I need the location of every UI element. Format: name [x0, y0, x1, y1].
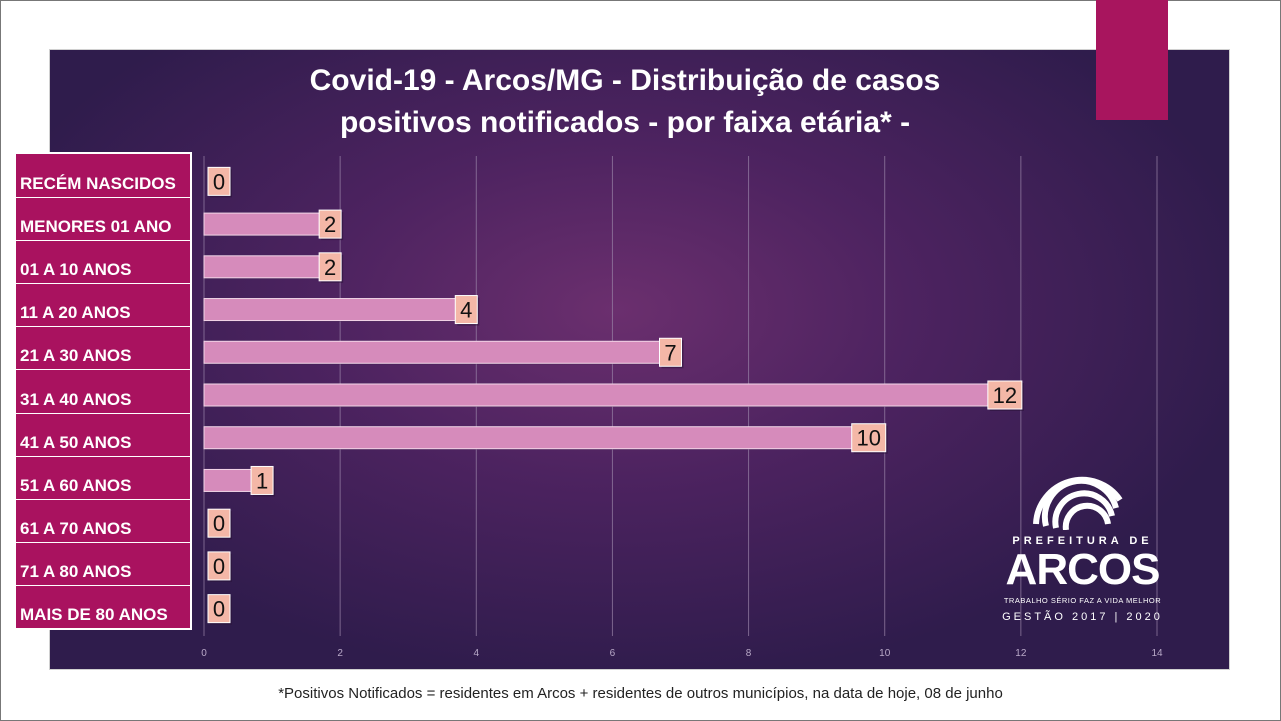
data-label: 10 [856, 426, 880, 451]
logo-arcs-icon [1033, 476, 1123, 530]
category-label: 51 A 60 ANOS [16, 455, 190, 499]
accent-tab [1096, 0, 1168, 120]
data-label: 2 [324, 255, 336, 280]
x-tick-label: 12 [1015, 648, 1027, 659]
category-label: 61 A 70 ANOS [16, 498, 190, 542]
logo-slogan: TRABALHO SÉRIO FAZ A VIDA MELHOR [1003, 596, 1162, 605]
bar [203, 426, 886, 450]
category-label: MENORES 01 ANO [16, 197, 190, 240]
category-label: RECÉM NASCIDOS [16, 154, 190, 197]
data-label-box [659, 337, 682, 367]
category-label-text: 51 A 60 ANOS [20, 475, 132, 495]
x-tick-label: 0 [201, 648, 207, 659]
logo-gestao: GESTÃO 2017 | 2020 [1002, 611, 1163, 623]
data-label-box [454, 295, 478, 325]
x-tick-label: 10 [879, 648, 891, 659]
data-label: 7 [664, 340, 676, 365]
data-label-box [207, 508, 231, 538]
x-tick-label: 8 [746, 648, 752, 659]
category-label: MAIS DE 80 ANOS [16, 584, 190, 628]
category-label-text: 11 A 20 ANOS [20, 303, 131, 323]
data-label-box [250, 465, 274, 495]
data-label-box [318, 252, 342, 282]
data-label-box [851, 423, 887, 453]
data-label: 2 [324, 212, 336, 237]
bar [203, 340, 681, 364]
data-label: 0 [213, 169, 225, 194]
data-label: 1 [256, 468, 268, 493]
data-label-box [318, 209, 342, 239]
x-tick-label: 4 [474, 648, 480, 659]
category-label-text: MENORES 01 ANO [20, 217, 172, 237]
chart-title-line-2: positivos notificados - por faixa etária… [339, 106, 911, 139]
category-label: 01 A 10 ANOS [16, 240, 190, 283]
prefeitura-logo: PREFEITURA DE ARCOS TRABALHO SÉRIO FAZ A… [990, 462, 1175, 632]
logo-prefix: PREFEITURA DE [1012, 535, 1153, 547]
category-label: 31 A 40 ANOS [16, 369, 190, 412]
bar [203, 298, 477, 322]
category-labels: RECÉM NASCIDOS MENORES 01 ANO 01 A 10 ANOS… [14, 152, 192, 630]
category-label-text: MAIS DE 80 ANOS [20, 604, 168, 624]
data-label-box [207, 166, 231, 196]
category-label: 71 A 80 ANOS [16, 541, 190, 585]
x-tick-label: 2 [337, 648, 343, 659]
chart-title-line-1: Covid-19 - Arcos/MG - Distribuição de ca… [309, 64, 941, 97]
category-label-text: 61 A 70 ANOS [20, 518, 132, 538]
category-label-text: 41 A 50 ANOS [20, 432, 132, 452]
data-label: 12 [993, 383, 1017, 408]
chart-title: Covid-19 - Arcos/MG - Distribuição de ca… [200, 60, 1050, 144]
category-label-text: 71 A 80 ANOS [20, 561, 132, 581]
bar [203, 383, 1022, 407]
category-label: 41 A 50 ANOS [16, 412, 190, 456]
category-label: 21 A 30 ANOS [16, 326, 190, 369]
data-label: 4 [460, 298, 472, 323]
data-label: 0 [213, 554, 225, 579]
x-tick-label: 6 [610, 648, 616, 659]
category-label-text: 21 A 30 ANOS [20, 346, 132, 366]
x-tick-label: 14 [1151, 648, 1163, 659]
data-label-box [987, 380, 1023, 410]
data-label: 0 [213, 597, 225, 622]
category-label-text: 31 A 40 ANOS [20, 389, 132, 409]
category-label: 11 A 20 ANOS [16, 283, 190, 326]
data-label-box [207, 551, 231, 581]
footnote: *Positivos Notificados = residentes em A… [278, 685, 1003, 702]
data-label: 0 [213, 511, 225, 536]
category-label-text: RECÉM NASCIDOS [20, 174, 176, 194]
data-label-box [207, 594, 231, 624]
category-label-text: 01 A 10 ANOS [20, 260, 132, 280]
logo-name: ARCOS [1005, 545, 1161, 594]
